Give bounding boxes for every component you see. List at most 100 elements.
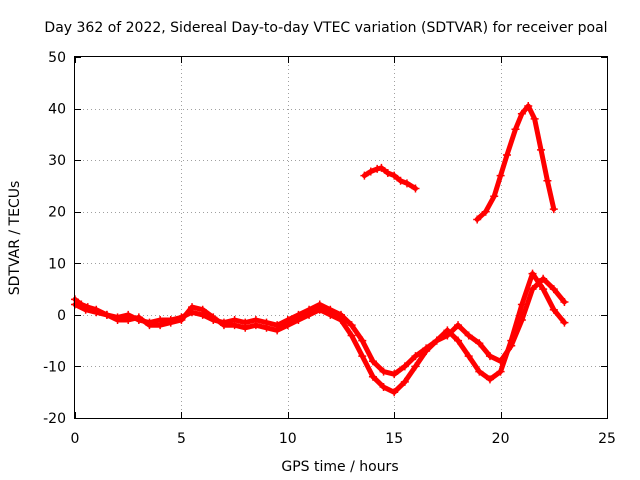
series-track-4 [473, 101, 558, 224]
data-point-marker [454, 321, 463, 330]
data-point-marker [294, 316, 303, 325]
data-point-marker [402, 179, 411, 188]
data-point-marker [411, 352, 420, 361]
data-point-marker [262, 323, 271, 332]
data-point-marker [560, 297, 569, 306]
data-point-marker [496, 367, 505, 376]
data-point-marker [273, 326, 282, 335]
data-point-marker [366, 167, 375, 176]
data-point-marker [411, 184, 420, 193]
data-point-marker [92, 308, 101, 317]
data-point-marker [473, 215, 482, 224]
data-point-marker [549, 285, 558, 294]
data-point-marker [390, 370, 399, 379]
data-point-marker [156, 321, 165, 330]
data-point-marker [241, 323, 250, 332]
data-point-marker [358, 336, 367, 345]
data-point-marker [539, 285, 548, 294]
data-point-marker [464, 352, 473, 361]
data-point-marker [134, 313, 143, 322]
data-point-marker [145, 321, 154, 330]
data-point-marker [358, 352, 367, 361]
data-point-marker [485, 352, 494, 361]
y-tick-label: -10 [43, 359, 66, 375]
data-point-marker [113, 316, 122, 325]
data-point-marker [379, 367, 388, 376]
y-tick-label: -20 [43, 411, 66, 427]
data-point-marker [464, 331, 473, 340]
data-point-marker [432, 336, 441, 345]
data-point-marker [124, 316, 133, 325]
chart-title: Day 362 of 2022, Sidereal Day-to-day VTE… [44, 20, 607, 36]
data-point-marker [368, 372, 377, 381]
data-point-marker [481, 207, 490, 216]
data-point-marker [475, 367, 484, 376]
data-point-marker [383, 169, 392, 178]
data-point-marker [251, 321, 260, 330]
data-point-marker [507, 336, 516, 345]
plot-frame [74, 56, 608, 419]
data-point-marker [560, 318, 569, 327]
data-point-marker [502, 150, 511, 159]
data-point-marker [517, 300, 526, 309]
data-point-marker [305, 310, 314, 319]
data-point-marker [511, 125, 520, 134]
x-tick-label: 5 [177, 431, 186, 447]
data-point-marker [443, 326, 452, 335]
y-axis-label: SDTVAR / TECUs [7, 181, 23, 296]
data-point-marker [337, 316, 345, 325]
data-point-marker [360, 171, 369, 180]
data-point-marker [530, 114, 539, 123]
data-point-marker [188, 303, 197, 312]
data-point-marker [400, 362, 409, 371]
data-point-marker [396, 176, 405, 185]
data-point-marker [496, 171, 505, 180]
data-point-marker [539, 274, 548, 283]
data-point-marker [219, 321, 228, 330]
x-tick-label: 20 [492, 431, 510, 447]
series-line [72, 271, 567, 395]
y-tick-label: 0 [57, 308, 66, 324]
data-point-marker [102, 310, 111, 319]
data-point-marker [347, 331, 356, 340]
data-point-marker [379, 383, 388, 392]
data-point-marker [177, 316, 186, 325]
data-point-marker [528, 285, 537, 294]
data-point-marker [400, 377, 409, 386]
data-point-marker [198, 305, 207, 314]
data-point-marker [373, 164, 382, 173]
x-tick-label: 25 [598, 431, 616, 447]
data-point-marker [543, 176, 552, 185]
data-point-marker [209, 313, 218, 322]
data-point-marker [390, 388, 399, 397]
x-tick-label: 10 [279, 431, 297, 447]
data-point-marker [517, 109, 526, 118]
y-tick-label: 20 [48, 205, 66, 221]
data-point-marker [326, 310, 335, 319]
y-tick-label: 30 [48, 153, 66, 169]
y-tick-label: 40 [48, 102, 66, 118]
series-track-3 [360, 163, 420, 193]
y-tick-label: 10 [48, 256, 66, 272]
data-point-marker [549, 205, 558, 214]
data-point-marker [549, 305, 558, 314]
x-axis-label: GPS time / hours [281, 459, 398, 475]
y-tick-label: 50 [48, 50, 66, 66]
data-point-marker [490, 192, 499, 201]
data-point-marker [368, 357, 377, 366]
data-point-marker [485, 375, 494, 384]
data-point-marker [81, 305, 90, 314]
data-point-marker [411, 362, 420, 371]
series-line [474, 103, 557, 222]
data-point-marker [230, 321, 239, 330]
grid-lines [75, 57, 607, 418]
data-point-marker [475, 339, 484, 348]
data-point-marker [454, 336, 463, 345]
data-series [71, 101, 569, 397]
x-tick-label: 0 [71, 431, 80, 447]
axis-ticks: 0 5 10 15 20 25 -20 -10 0 10 20 30 40 50 [43, 50, 616, 447]
data-point-marker [283, 321, 292, 330]
series-track-1 [71, 274, 569, 379]
x-tick-label: 15 [385, 431, 403, 447]
